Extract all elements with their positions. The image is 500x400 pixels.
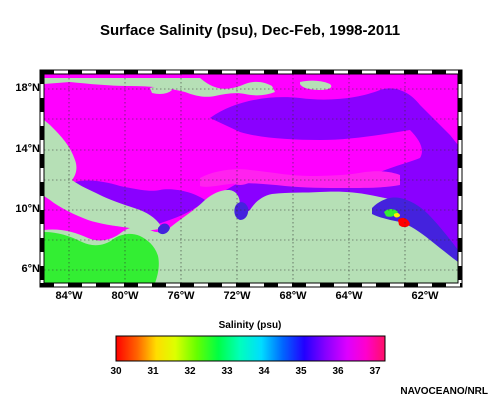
frame-segment: [40, 238, 44, 252]
colorbar-tick-31: 31: [147, 366, 159, 377]
frame-segment: [292, 283, 306, 287]
lon-label-64w: 64°W: [335, 290, 363, 302]
frame-segment: [458, 210, 462, 224]
graticule: [44, 74, 458, 283]
colorbar-title: Salinity (psu): [218, 320, 282, 331]
lon-label-84w: 84°W: [55, 290, 83, 302]
colorbar-tick-35: 35: [295, 366, 307, 377]
frame-segment: [208, 283, 222, 287]
map-title: Surface Salinity (psu), Dec-Feb, 1998-20…: [99, 22, 401, 39]
frame-segment: [432, 283, 446, 287]
frame-segment: [40, 154, 44, 168]
frame-segment: [124, 283, 138, 287]
frame-segment: [40, 70, 54, 74]
frame-segment: [180, 283, 194, 287]
frame-segment: [40, 98, 44, 112]
land-central-america: [44, 120, 162, 231]
frame-segment: [292, 70, 306, 74]
frame-segment: [458, 266, 462, 280]
sea-coastal-high-salinity: [200, 169, 400, 188]
colorbar: [115, 335, 386, 362]
lon-label-80w: 80°W: [111, 290, 139, 302]
frame-segment: [458, 98, 462, 112]
frame-segment: [40, 283, 54, 287]
colorbar-tick-37: 37: [369, 366, 381, 377]
land-jamaica: [150, 86, 172, 94]
frame-segment: [40, 70, 44, 84]
colorbar-tick-32: 32: [184, 366, 196, 377]
colorbar-tick-36: 36: [332, 366, 344, 377]
lon-label-76w: 76°W: [167, 290, 195, 302]
frame-segment: [376, 283, 390, 287]
colorbar-tick-34: 34: [258, 366, 270, 377]
lat-label-18n: 18°N: [15, 82, 40, 94]
lat-label-10n: 10°N: [15, 203, 40, 215]
frame-segment: [458, 70, 462, 84]
frame-segment: [404, 283, 418, 287]
land-puerto-rico: [300, 80, 332, 90]
frame-segment: [96, 283, 110, 287]
frame-segment: [458, 154, 462, 168]
lon-label-68w: 68°W: [279, 290, 307, 302]
frame-segment: [458, 126, 462, 140]
colorbar-tick-30: 30: [110, 366, 122, 377]
frame-segment: [320, 283, 334, 287]
sea-orinoco-delta-mid: [394, 212, 400, 218]
sea-orinoco-delta-fresh: [398, 217, 410, 228]
frame-segment: [152, 70, 166, 74]
frame-segment: [264, 70, 278, 74]
frame-segment: [236, 283, 250, 287]
map-frame: [39, 69, 463, 288]
lon-label-72w: 72°W: [223, 290, 251, 302]
frame-segment: [458, 238, 462, 252]
frame-segment: [40, 210, 44, 224]
frame-segment: [96, 70, 110, 74]
frame-segment: [40, 126, 44, 140]
frame-segment: [236, 70, 250, 74]
frame-segment: [264, 283, 278, 287]
frame-segment: [68, 70, 82, 74]
frame-segment: [458, 182, 462, 196]
frame-segment: [460, 283, 462, 287]
frame-segment: [124, 70, 138, 74]
lat-label-14n: 14°N: [15, 143, 40, 155]
frame-segment: [40, 266, 44, 280]
frame-segment: [208, 70, 222, 74]
credit-label: NAVOCEANO/NRL: [400, 386, 488, 397]
lat-label-6n: 6°N: [21, 263, 40, 275]
frame-segment: [432, 70, 446, 74]
frame-segment: [68, 283, 82, 287]
frame-segment: [320, 70, 334, 74]
frame-segment: [404, 70, 418, 74]
frame-segment: [376, 70, 390, 74]
sea-lake-maracaibo: [234, 202, 249, 220]
frame-segment: [180, 70, 194, 74]
frame-segment: [40, 182, 44, 196]
frame-segment: [348, 70, 362, 74]
lon-label-62w: 62°W: [411, 290, 439, 302]
frame-segment: [348, 283, 362, 287]
frame-segment: [152, 283, 166, 287]
sea-darien-low-salinity: [158, 223, 170, 235]
colorbar-tick-33: 33: [221, 366, 233, 377]
